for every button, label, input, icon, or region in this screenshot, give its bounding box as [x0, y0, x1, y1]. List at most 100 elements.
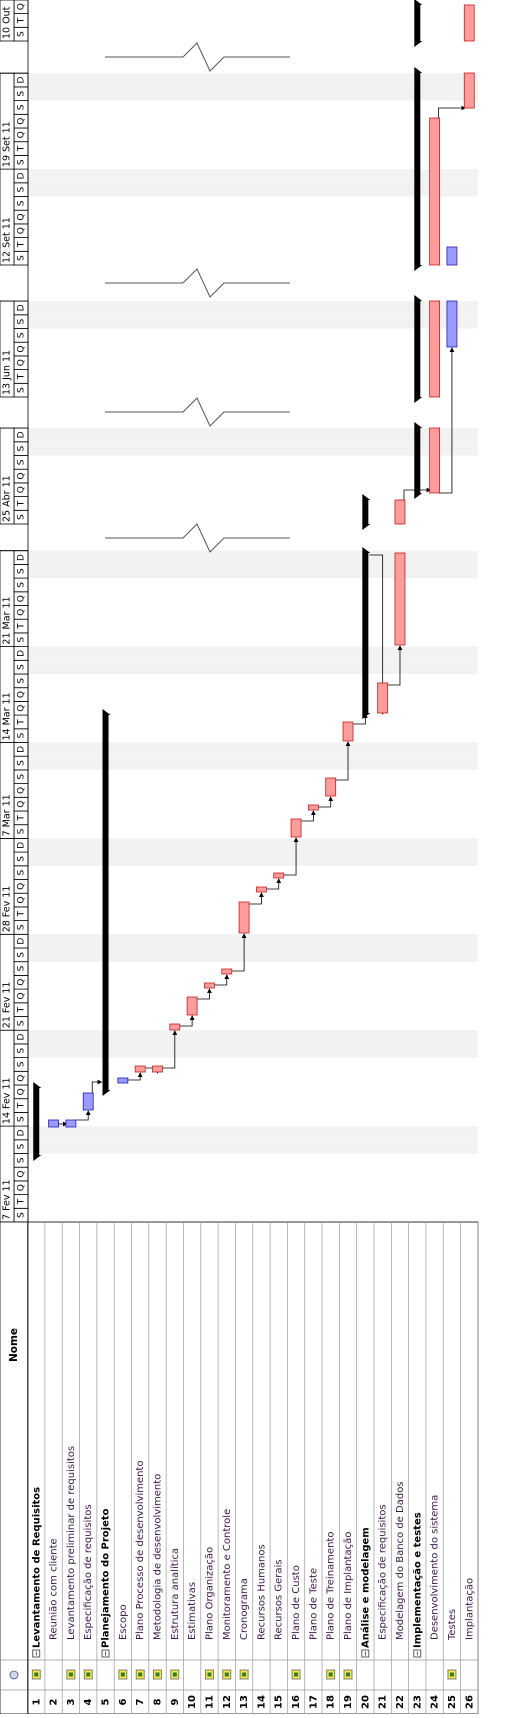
weekend-shade — [28, 1043, 478, 1058]
weekend-shade — [28, 1030, 478, 1044]
day-letter: T — [17, 1198, 27, 1205]
summary-cap — [414, 397, 423, 403]
day-letter: Q — [17, 346, 27, 353]
row-id: 22 — [395, 1695, 406, 1709]
summary-cap — [414, 295, 423, 301]
weekend-shade — [28, 838, 478, 853]
task-name: Especificação de requisitos — [378, 1504, 389, 1640]
row-id: 17 — [308, 1695, 319, 1709]
dependency-arrow — [369, 554, 386, 715]
summary-bar — [102, 715, 109, 1090]
task-bar — [377, 682, 389, 714]
day-letter: T — [17, 241, 27, 248]
day-letter: S — [17, 387, 27, 393]
weekend-shade — [28, 1126, 478, 1140]
row-id: 6 — [118, 1698, 129, 1705]
day-letter: Q — [17, 691, 27, 698]
task-bar — [446, 246, 458, 266]
task-name: Plano de Teste — [308, 1568, 319, 1640]
task-bar — [446, 300, 458, 348]
task-name: Monitoramento e Controle — [222, 1509, 233, 1640]
day-letter: S — [17, 828, 27, 834]
day-letter: Q — [17, 1088, 27, 1095]
column-header: Nome — [8, 1328, 20, 1362]
task-bar — [394, 499, 406, 525]
week-label: 28 Fev 11 — [2, 886, 13, 933]
task-bar — [394, 552, 406, 646]
summary-cap — [414, 422, 423, 428]
summary-cap — [362, 494, 371, 500]
day-letter: Q — [17, 486, 27, 493]
day-letter: Q — [17, 473, 27, 480]
timeline-break — [105, 42, 290, 72]
day-letter: S — [17, 1061, 27, 1067]
row-id: 20 — [360, 1695, 371, 1709]
weekend-shade — [28, 86, 478, 101]
task-bar — [256, 886, 267, 893]
task-name: Plano de Implantação — [343, 1532, 354, 1640]
row-id: 13 — [239, 1695, 250, 1709]
day-letter: Q — [17, 359, 27, 366]
day-letter: S — [17, 255, 27, 261]
task-name: Plano de Treinamento — [326, 1532, 337, 1640]
day-letter: T — [17, 373, 27, 380]
task-name: Metodologia de desenvolvimento — [153, 1474, 164, 1640]
summary-bar — [414, 428, 421, 493]
day-letter: Q — [17, 801, 27, 808]
day-letter: Q — [17, 3, 27, 10]
week-label: 25 Abr 11 — [2, 475, 13, 522]
weekend-shade — [28, 742, 478, 757]
task-bar — [186, 996, 198, 1016]
task-bar — [325, 777, 337, 797]
day-letter: D — [17, 1129, 27, 1136]
weekend-shade — [28, 550, 478, 565]
row-id: 23 — [412, 1695, 423, 1709]
row-id: 2 — [49, 1698, 60, 1705]
day-letter: S — [17, 200, 27, 206]
task-bar — [152, 1065, 163, 1073]
task-name: Análise e modelagem — [359, 1527, 371, 1648]
dependency-arrow — [74, 1110, 91, 1121]
task-bar — [273, 872, 285, 879]
row-id: 8 — [153, 1698, 164, 1705]
row-id: 3 — [66, 1698, 77, 1705]
timeline-break — [105, 523, 290, 553]
dependency-arrow — [317, 796, 334, 808]
day-letter: S — [17, 446, 27, 452]
task-bar — [117, 1077, 129, 1084]
dependency-arrow — [178, 1015, 195, 1027]
weekend-shade — [28, 646, 478, 661]
day-letter: S — [17, 924, 27, 930]
day-letter: S — [17, 1212, 27, 1218]
row-id: 1 — [31, 1698, 42, 1705]
indicator-icon-inner — [172, 1672, 177, 1677]
row-id: 14 — [256, 1695, 267, 1709]
indicator-icon-inner — [328, 1672, 333, 1677]
day-letter: T — [17, 500, 27, 507]
day-letter: S — [17, 774, 27, 780]
day-letter: S — [17, 965, 27, 971]
task-name: Escopo — [118, 1604, 129, 1640]
row-id: 25 — [447, 1695, 458, 1709]
day-letter: D — [17, 1034, 27, 1041]
weekend-shade — [28, 301, 478, 315]
weekend-shade — [28, 314, 478, 329]
dependency-arrow — [161, 1030, 178, 1069]
week-label: 12 Set 11 — [2, 217, 13, 263]
day-letter: T — [17, 623, 27, 630]
day-letter: S — [17, 332, 27, 338]
task-name: Plano de Custo — [291, 1565, 302, 1640]
day-letter: T — [17, 145, 27, 152]
week-label: 13 Jun 11 — [2, 350, 13, 395]
day-letter: T — [17, 17, 27, 24]
weekend-shade — [28, 73, 478, 87]
week-label: 7 Fev 11 — [2, 1179, 13, 1220]
indicator-icon-inner — [224, 1672, 229, 1677]
week-cell — [0, 0, 15, 42]
weekend-shade — [28, 428, 478, 442]
summary-bar — [33, 1088, 40, 1155]
task-name: Levantamento de Requisitos — [31, 1487, 42, 1648]
day-letter: D — [17, 746, 27, 753]
table-header-bg — [0, 1221, 29, 1715]
summary-cap — [414, 0, 423, 5]
